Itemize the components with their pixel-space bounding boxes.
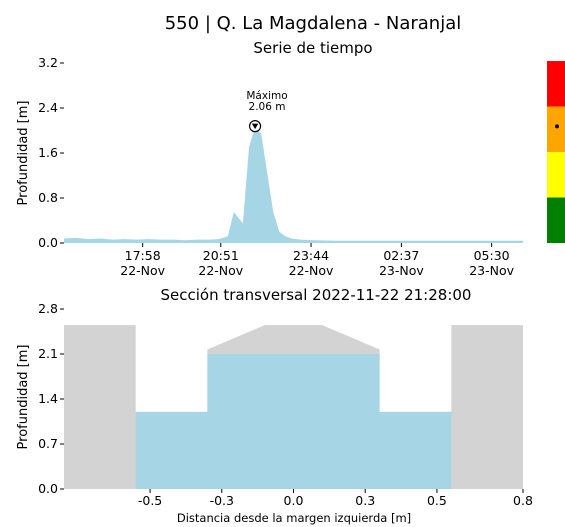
alert-level-green <box>547 197 565 243</box>
water-section <box>135 354 452 489</box>
ytick-label: 0.0 <box>38 481 58 496</box>
xtick-label: 0.3 <box>355 493 375 508</box>
time-series-marks <box>64 127 523 243</box>
time-series-chart: Serie de tiempo Profundidad [m] 0.0 0.8 1.… <box>16 39 565 278</box>
cross-section-title: Sección transversal 2022-11-22 21:28:00 <box>161 286 472 304</box>
time-series-title: Serie de tiempo <box>253 39 372 57</box>
xtick-label: 0.0 <box>284 493 304 508</box>
xtick-date-label: 22-Nov <box>198 263 243 278</box>
xtick-label: 0.5 <box>427 493 447 508</box>
maximum-annotation: Máximo 2.06 m <box>246 90 288 133</box>
xtick-date-label: 23-Nov <box>379 263 424 278</box>
xtick-time-label: 05:30 <box>474 248 510 263</box>
xtick-time-label: 17:58 <box>125 248 161 263</box>
cross-section-xlabel: Distancia desde la margen izquierda [m] <box>177 511 411 525</box>
ytick-label: 2.4 <box>38 100 58 115</box>
alert-level-marker <box>555 124 559 129</box>
xtick-label: -0.5 <box>138 493 162 508</box>
time-series-ylabel: Profundidad [m] <box>16 101 31 206</box>
ytick-label: 1.6 <box>38 145 58 160</box>
cross-section-ylabel: Profundidad [m] <box>16 345 31 450</box>
depth-area <box>64 127 523 243</box>
alert-level-yellow <box>547 152 565 198</box>
time-series-yticks: 0.0 0.8 1.6 2.4 3.2 <box>38 55 64 250</box>
ytick-label: 2.8 <box>38 301 58 316</box>
ytick-label: 2.1 <box>38 346 58 361</box>
ytick-label: 0.7 <box>38 436 58 451</box>
page-title: 550 | Q. La Magdalena - Naranjal <box>165 13 462 34</box>
cross-section-marks <box>64 325 523 489</box>
maximum-marker-triangle <box>251 123 259 130</box>
xtick-date-label: 22-Nov <box>120 263 165 278</box>
cross-section-chart: Sección transversal 2022-11-22 21:28:00 … <box>16 286 533 525</box>
maximum-value: 2.06 m <box>249 101 286 113</box>
xtick-time-label: 23:44 <box>293 248 329 263</box>
xtick-date-label: 23-Nov <box>469 263 514 278</box>
xtick-label: 0.8 <box>513 493 533 508</box>
time-series-xticks: 17:5822-Nov20:5122-Nov23:4422-Nov02:3723… <box>120 243 515 278</box>
xtick-label: -0.3 <box>210 493 234 508</box>
xtick-time-label: 20:51 <box>203 248 239 263</box>
cross-section-xticks: -0.5 -0.3 0.0 0.3 0.5 0.8 <box>138 489 533 508</box>
alert-level-red <box>547 61 565 107</box>
ytick-label: 0.0 <box>38 235 58 250</box>
ytick-label: 1.4 <box>38 391 58 406</box>
alert-level-orange <box>547 106 565 152</box>
xtick-date-label: 22-Nov <box>289 263 334 278</box>
ytick-label: 0.8 <box>38 190 58 205</box>
cross-section-yticks: 0.0 0.7 1.4 2.1 2.8 <box>38 301 64 496</box>
ytick-label: 3.2 <box>38 55 58 70</box>
alert-level-bar <box>547 61 565 243</box>
xtick-time-label: 02:37 <box>383 248 419 263</box>
maximum-label: Máximo <box>246 90 287 102</box>
